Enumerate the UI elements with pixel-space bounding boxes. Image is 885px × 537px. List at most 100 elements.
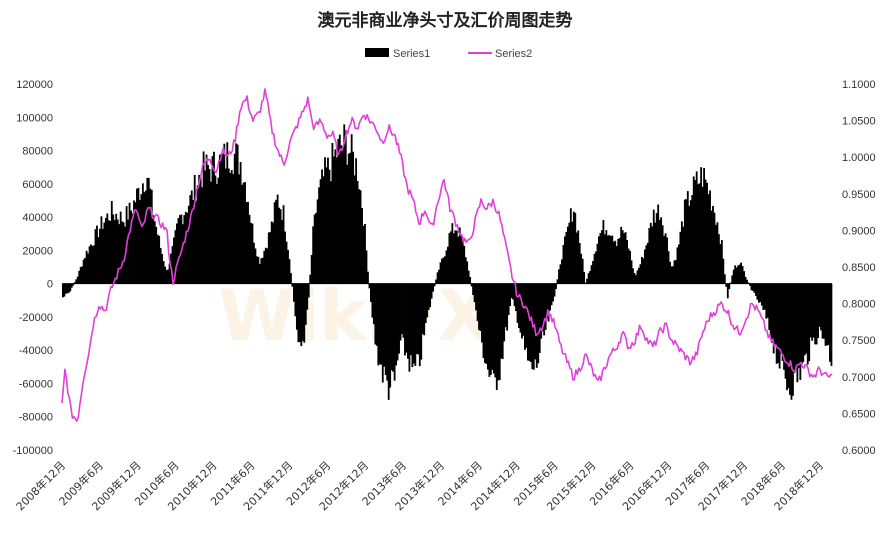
series1-bar bbox=[590, 265, 593, 284]
series1-bar bbox=[383, 283, 386, 367]
series1-bar bbox=[90, 244, 92, 284]
series1-bar bbox=[312, 226, 315, 284]
series1-bar bbox=[128, 202, 131, 284]
series1-bar bbox=[384, 283, 387, 375]
series1-bar bbox=[778, 283, 781, 369]
series1-bar bbox=[563, 236, 566, 284]
series1-bar bbox=[276, 194, 279, 284]
series1-bar bbox=[627, 248, 630, 284]
series1-bar bbox=[830, 283, 833, 366]
series1-bar bbox=[414, 283, 417, 366]
series1-bar bbox=[264, 247, 267, 284]
x-axis-tick-label: 2008年12月 bbox=[13, 458, 68, 513]
series1-bar bbox=[624, 232, 627, 284]
series1-bar bbox=[589, 271, 591, 284]
series1-bar bbox=[666, 237, 668, 284]
series1-bar bbox=[362, 225, 365, 284]
series1-bar bbox=[752, 283, 754, 291]
series1-bar bbox=[147, 177, 150, 284]
legend-series1-swatch bbox=[365, 48, 389, 57]
series1-bar bbox=[307, 283, 310, 298]
series1-bar bbox=[408, 283, 411, 372]
series1-bar bbox=[109, 221, 112, 284]
series1-bar bbox=[760, 283, 763, 306]
series1-bar bbox=[164, 266, 166, 284]
series1-bar bbox=[309, 274, 312, 284]
series1-bar bbox=[322, 176, 325, 284]
series1-bar bbox=[387, 283, 390, 400]
series1-bar bbox=[424, 283, 427, 324]
series1-bar bbox=[64, 283, 67, 294]
series1-bar bbox=[201, 187, 204, 284]
series1-bar bbox=[183, 215, 186, 284]
series1-bar bbox=[119, 211, 122, 284]
series1-bar bbox=[432, 283, 435, 292]
series1-bar bbox=[221, 153, 224, 284]
series1-bar bbox=[291, 283, 294, 287]
series1-bar bbox=[171, 246, 174, 284]
series1-bar bbox=[802, 283, 805, 363]
series1-bar bbox=[605, 230, 608, 284]
series1-bar bbox=[165, 269, 168, 284]
series1-bar bbox=[762, 283, 765, 310]
series1-bar bbox=[521, 283, 523, 339]
series1-bar bbox=[168, 263, 171, 284]
series1-bar bbox=[504, 283, 507, 328]
series1-bar bbox=[378, 283, 381, 365]
series1-bar bbox=[534, 283, 537, 360]
series1-bar bbox=[667, 251, 670, 284]
series1-bar bbox=[315, 212, 318, 284]
series1-bar bbox=[184, 211, 187, 284]
series1-bar bbox=[623, 233, 626, 284]
series1-bar bbox=[371, 283, 374, 318]
series1-bar bbox=[827, 283, 830, 346]
series1-bar bbox=[537, 283, 540, 364]
series1-bar bbox=[595, 251, 597, 284]
series1-bar bbox=[254, 248, 257, 284]
series1-bar bbox=[603, 234, 606, 284]
series1-bar bbox=[458, 227, 461, 284]
series1-bar bbox=[818, 283, 821, 327]
series1-bar bbox=[375, 283, 378, 346]
left-axis-tick-label: 80000 bbox=[22, 146, 53, 158]
series1-bar bbox=[781, 283, 784, 361]
series1-bar bbox=[261, 257, 264, 284]
left-axis-tick-label: -60000 bbox=[19, 378, 53, 390]
series1-bar bbox=[217, 177, 220, 284]
series1-bar bbox=[601, 230, 603, 284]
series1-bar bbox=[763, 283, 766, 310]
series1-bar bbox=[723, 274, 726, 284]
series1-bar bbox=[290, 273, 292, 284]
right-axis-tick-label: 0.9500 bbox=[842, 189, 876, 201]
series1-bar bbox=[449, 231, 452, 284]
series1-bar bbox=[652, 209, 655, 284]
series1-bar bbox=[452, 233, 455, 284]
series1-bar bbox=[715, 224, 717, 284]
series1-bar bbox=[88, 246, 91, 284]
series1-bar bbox=[738, 264, 741, 284]
series1-bar bbox=[824, 283, 827, 346]
series1-bar bbox=[484, 283, 486, 363]
series1-bar bbox=[426, 283, 429, 318]
series1-bar bbox=[749, 283, 751, 286]
series1-bar bbox=[606, 235, 609, 284]
series1-bar bbox=[103, 222, 106, 284]
series1-bar bbox=[346, 164, 349, 284]
series1-bar bbox=[417, 283, 420, 355]
series1-bar bbox=[792, 283, 794, 396]
series1-bar bbox=[100, 216, 103, 284]
series1-bar bbox=[173, 237, 175, 284]
series1-bar bbox=[226, 142, 229, 284]
series1-bar bbox=[501, 283, 504, 360]
series1-bar bbox=[358, 189, 360, 284]
series1-bar bbox=[334, 149, 337, 284]
series1-bar bbox=[482, 283, 485, 359]
series1-bar bbox=[771, 283, 774, 343]
series1-bar bbox=[263, 250, 266, 284]
series1-bar bbox=[176, 223, 178, 284]
series1-bar bbox=[679, 231, 682, 284]
series1-bar bbox=[267, 232, 270, 284]
series1-bar bbox=[421, 283, 424, 335]
series1-bar bbox=[769, 283, 772, 338]
series1-bar bbox=[546, 283, 549, 319]
